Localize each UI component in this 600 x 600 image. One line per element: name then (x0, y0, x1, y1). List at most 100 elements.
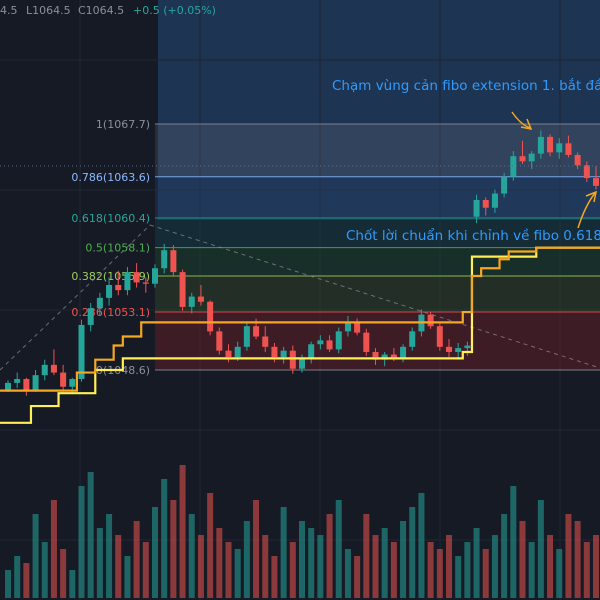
fib-label-0.618: 0.618(1060.4) (71, 212, 150, 225)
candle-body-37 (344, 322, 351, 332)
candle-body-14 (133, 272, 140, 283)
volume-bar-59 (547, 535, 554, 598)
candle-body-2 (23, 379, 30, 391)
fib-label-1: 1(1067.7) (96, 118, 150, 131)
volume-bar-45 (418, 493, 425, 598)
candle-body-63 (583, 165, 590, 179)
ohlc-open: 4.5 (0, 4, 18, 17)
candle-body-9 (87, 308, 94, 325)
candle-body-21 (197, 296, 204, 302)
candle-body-42 (390, 354, 397, 359)
candle-body-64 (593, 178, 599, 186)
ohlc-close: C1064.5 (78, 4, 124, 17)
volume-bar-7 (69, 570, 76, 598)
volume-bar-33 (308, 528, 315, 598)
volume-bar-21 (197, 535, 204, 598)
trail-yellow-line (0, 246, 600, 424)
fib-label-0.236: 0.236(1053.1) (71, 306, 150, 319)
candle-body-59 (547, 136, 554, 153)
volume-bar-23 (216, 528, 223, 598)
candle-body-55 (510, 156, 517, 177)
annotation-extension: Chạm vùng cản fibo extension 1. bắt đầ (332, 77, 600, 94)
candle-body-53 (491, 193, 498, 208)
volume-bar-26 (243, 521, 250, 598)
candle-body-5 (50, 364, 57, 373)
ohlc-low: L1064.5 (26, 4, 71, 17)
trendline-down (149, 224, 600, 369)
volume-bar-63 (583, 542, 590, 598)
volume-bar-50 (464, 542, 471, 598)
volume-bar-43 (400, 521, 407, 598)
candle-body-47 (436, 326, 443, 347)
volume-bar-64 (593, 535, 599, 598)
candle-body-20 (188, 296, 195, 307)
volume-bar-16 (152, 507, 158, 598)
volume-bar-5 (50, 500, 57, 598)
candle-body-25 (234, 346, 241, 358)
candle-body-43 (400, 346, 407, 359)
fib-zone-0.382 (155, 275, 600, 313)
candle-body-15 (142, 282, 149, 284)
candle-body-30 (280, 350, 287, 358)
volume-bar-61 (565, 514, 572, 598)
fib-zone-0.786 (155, 176, 600, 219)
candle-body-10 (96, 297, 103, 309)
volume-bar-29 (271, 556, 278, 598)
trail-orange-line (0, 246, 600, 392)
volume-bar-37 (344, 549, 351, 598)
fib-label-0.786: 0.786(1063.6) (71, 171, 150, 184)
candle-body-26 (243, 326, 250, 347)
candle-body-1 (14, 379, 21, 383)
volume-bar-54 (501, 514, 508, 598)
volume-bar-13 (124, 556, 131, 598)
candle-body-40 (372, 351, 379, 360)
trendline-up (0, 224, 151, 371)
volume-bar-40 (372, 535, 379, 598)
candle-body-35 (326, 340, 333, 350)
candle-body-32 (299, 358, 305, 369)
candle-body-31 (289, 350, 296, 369)
candle-body-49 (455, 348, 462, 352)
volume-bar-32 (299, 521, 305, 598)
volume-bar-38 (354, 556, 361, 598)
selection-highlight (158, 0, 600, 220)
candles (5, 130, 599, 396)
volume-bar-52 (482, 549, 489, 598)
candle-body-28 (262, 336, 269, 347)
volume-bar-22 (207, 493, 214, 598)
candle-body-54 (501, 176, 508, 194)
volume-bar-14 (133, 521, 140, 598)
volume-bar-15 (142, 542, 149, 598)
candle-body-61 (565, 143, 572, 155)
candle-body-18 (170, 250, 177, 273)
candle-body-58 (537, 136, 544, 154)
volume-bar-41 (381, 528, 388, 598)
candle-body-51 (473, 199, 480, 217)
volume-bar-57 (528, 542, 535, 598)
candle-body-8 (78, 324, 85, 380)
candle-body-50 (464, 345, 471, 349)
volume-bar-49 (455, 556, 462, 598)
volume-bar-1 (14, 556, 21, 598)
volume-bar-6 (60, 549, 67, 598)
annotation-arrow-2 (577, 190, 598, 229)
fib-zone-0.618 (155, 218, 600, 248)
volume-bar-62 (574, 521, 581, 598)
fib-lines (155, 123, 600, 371)
volume-bar-56 (519, 521, 526, 598)
candle-body-48 (446, 346, 452, 352)
candle-body-6 (60, 372, 67, 387)
volume-bar-19 (179, 465, 186, 598)
fib-label-0.5: 0.5(1058.1) (85, 242, 150, 255)
volume-bar-4 (41, 542, 48, 598)
candle-body-36 (335, 331, 342, 350)
fib-zone-1 (155, 124, 600, 177)
volume-bar-25 (234, 549, 241, 598)
candle-body-39 (363, 332, 370, 352)
candle-body-22 (207, 301, 214, 332)
candle-body-33 (308, 344, 315, 359)
volume-bar-30 (280, 507, 287, 598)
volume-bar-55 (510, 486, 517, 598)
candle-body-23 (216, 331, 223, 351)
candle-body-16 (152, 268, 158, 284)
